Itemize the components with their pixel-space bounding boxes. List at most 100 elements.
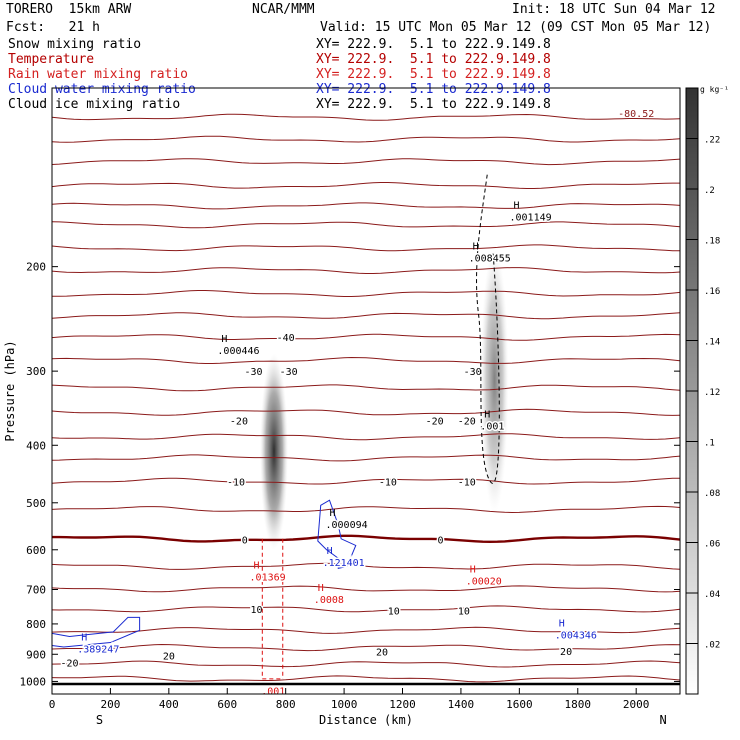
field-name: Cloud ice mixing ratio [8, 97, 181, 112]
extremum-marker: H [559, 618, 565, 629]
extremum-marker: H [473, 241, 479, 252]
extremum-value: .01369 [250, 572, 286, 583]
field-xy: XY= 222.9. 5.1 to 222.9.149.8 [316, 82, 551, 97]
isotherm-line [51, 182, 680, 189]
x-tick-label: 1400 [448, 698, 475, 711]
isotherm-line [51, 244, 681, 252]
y-tick-label: 800 [26, 618, 46, 631]
extremum-marker: H [514, 200, 520, 211]
isotherm-label: 0 [242, 536, 248, 547]
y-tick-label: 900 [26, 648, 46, 661]
isotherm-label: -10 [379, 477, 397, 488]
colorbar-tick-label: .04 [704, 590, 720, 600]
isotherm-line [51, 477, 681, 485]
isotherm-line [51, 605, 681, 613]
isotherm-line [51, 433, 681, 441]
extremum-marker: H [221, 334, 227, 345]
isotherm-label: 0 [437, 536, 443, 547]
field-name: Temperature [8, 52, 95, 67]
x-tick-label: 200 [100, 698, 120, 711]
init-time: Init: 18 UTC Sun 04 Mar 12 [512, 2, 716, 17]
extremum-marker: H [484, 410, 490, 421]
extremum-value: .0008 [314, 595, 344, 606]
extremum-value: .004346 [555, 630, 597, 641]
isotherm-line [51, 384, 681, 392]
extremum-value: .001149 [510, 212, 552, 223]
isotherm-label: -30 [280, 367, 298, 378]
x-tick-label: 1200 [389, 698, 416, 711]
isotherm-label: -10 [458, 477, 476, 488]
isotherm-line [51, 312, 681, 320]
colorbar-tick-label: .08 [704, 489, 720, 499]
field-name: Snow mixing ratio [8, 37, 142, 52]
isotherm-label: 10 [388, 607, 400, 618]
colorbar-unit: g kg⁻¹ [700, 85, 729, 94]
colorbar-tick-label: .02 [704, 641, 720, 651]
x-axis-label: Distance (km) [319, 713, 413, 727]
freezing-isotherm [52, 534, 681, 544]
x-tick-label: 1800 [565, 698, 592, 711]
isotherm-label: -30 [245, 367, 263, 378]
colorbar-tick-label: .06 [704, 540, 720, 550]
isotherm-line [51, 356, 681, 364]
cloud-water-contour [51, 616, 141, 648]
field-xy: XY= 222.9. 5.1 to 222.9.149.8 [316, 37, 551, 52]
y-tick-label: 700 [26, 584, 46, 597]
isotherm-label: -20 [230, 416, 248, 427]
x-tick-label: 1000 [331, 698, 358, 711]
x-tick-label: 2000 [623, 698, 650, 711]
colorbar-tick-label: .16 [704, 287, 720, 297]
colorbar-tick-label: .1 [704, 439, 715, 449]
x-tick-label: 600 [217, 698, 237, 711]
colorbar-tick-label: .22 [704, 136, 720, 146]
extremum-value: .001 [480, 422, 504, 433]
isotherm-label: -20 [458, 416, 476, 427]
south-label: S [96, 713, 103, 727]
extremum-marker: H [327, 546, 333, 557]
isotherm-label: 10 [458, 607, 470, 618]
extremum-marker: H [470, 564, 476, 575]
y-tick-label: 1000 [20, 675, 47, 688]
field-xy: XY= 222.9. 5.1 to 222.9.149.8 [316, 67, 551, 82]
extremum-marker: H [254, 560, 260, 571]
isotherm-line [51, 454, 681, 462]
isotherm-label: 20 [560, 647, 572, 658]
extremum-value: .000094 [325, 520, 367, 531]
isotherm-line [51, 135, 681, 143]
isotherm-line [51, 113, 681, 121]
snow-core [480, 246, 509, 513]
colorbar-tick-label: .2 [704, 186, 715, 196]
field-xy: XY= 222.9. 5.1 to 222.9.149.8 [316, 52, 551, 67]
isotherm-label: 20 [163, 652, 175, 663]
field-name: Rain water mixing ratio [8, 67, 189, 82]
isotherm-line [51, 675, 681, 683]
isotherm-label: 10 [250, 605, 262, 616]
isotherm-line [51, 585, 681, 593]
isotherm-line [52, 290, 681, 297]
extremum-marker: H [318, 583, 324, 594]
y-tick-label: 600 [26, 544, 46, 557]
y-tick-label: 200 [26, 261, 46, 274]
x-tick-label: 400 [159, 698, 179, 711]
field-name: Cloud water mixing ratio [8, 82, 196, 97]
isotherm-label: -20 [60, 659, 78, 670]
extremum-value: .001 [261, 687, 285, 698]
model-name: TORERO 15km ARW [6, 2, 132, 17]
isotherm-line [51, 158, 681, 166]
isotherm-line [51, 333, 681, 341]
isotherm-line [51, 643, 681, 652]
isotherm-line [51, 562, 681, 570]
isotherm-line [51, 660, 681, 668]
model-center: NCAR/MMM [252, 2, 315, 17]
colorbar-tick-label: .18 [704, 237, 720, 247]
y-axis-label: Pressure (hPa) [3, 340, 17, 441]
isotherm-line [51, 408, 681, 416]
isotherm-label: -20 [426, 416, 444, 427]
colorbar-tick-label: .12 [704, 388, 720, 398]
y-tick-label: 400 [26, 439, 46, 452]
north-label: N [660, 713, 667, 727]
isotherm-line [51, 267, 681, 274]
isotherm-label: -10 [227, 477, 245, 488]
extremum-value: .000446 [217, 346, 259, 357]
